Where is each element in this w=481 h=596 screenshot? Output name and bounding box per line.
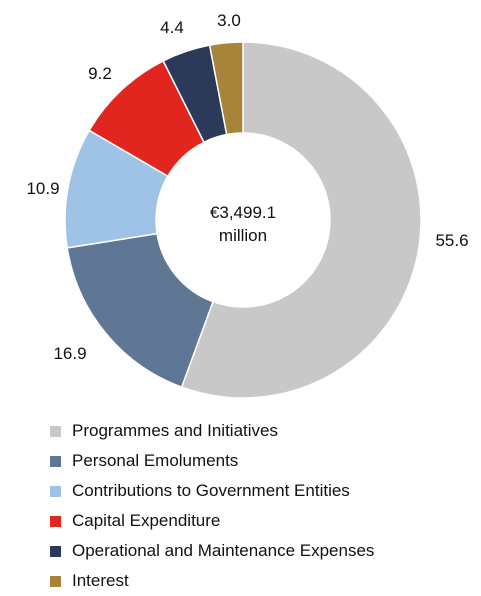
value-label-operational-and-maintenance-expenses: 4.4: [160, 18, 184, 37]
legend-label: Operational and Maintenance Expenses: [72, 541, 375, 560]
slice-personal-emoluments: [66, 232, 214, 389]
legend-label: Contributions to Government Entities: [72, 481, 350, 500]
legend-swatch: [50, 455, 61, 467]
legend-item-operational-and-maintenance-expenses: Operational and Maintenance Expenses: [48, 536, 374, 566]
slices-group: [64, 41, 422, 399]
center-label-line-1: €3,499.1: [210, 203, 276, 222]
legend-swatch: [50, 575, 61, 587]
legend-label: Capital Expenditure: [72, 511, 221, 530]
legend-label: Personal Emoluments: [72, 451, 239, 470]
legend-item-interest: Interest: [48, 566, 374, 596]
legend-label: Programmes and Initiatives: [72, 421, 278, 440]
legend: Programmes and Initiatives Personal Emolu…: [48, 416, 374, 596]
value-label-personal-emoluments: 16.9: [53, 344, 86, 363]
value-label-interest: 3.0: [217, 11, 241, 30]
legend-item-capital-expenditure: Capital Expenditure: [48, 506, 374, 536]
legend-item-personal-emoluments: Personal Emoluments: [48, 446, 374, 476]
legend-swatch: [50, 485, 61, 497]
legend-swatch: [50, 425, 61, 437]
donut-chart: 55.6 16.9 10.9 9.2 4.4 3.0 €3,499.1 million: [26, 11, 469, 399]
legend-label: Interest: [72, 571, 129, 590]
legend-swatch: [50, 515, 61, 527]
value-label-capital-expenditure: 9.2: [88, 64, 112, 83]
value-label-programmes-and-initiatives: 55.6: [435, 231, 468, 250]
legend-item-programmes-and-initiatives: Programmes and Initiatives: [48, 416, 374, 446]
value-labels-group: 55.6 16.9 10.9 9.2 4.4 3.0: [26, 11, 468, 363]
slice-programmes-and-initiatives: [180, 41, 422, 399]
legend-item-contributions-to-government-entities: Contributions to Government Entities: [48, 476, 374, 506]
slice-interest: [208, 41, 244, 136]
center-label-line-2: million: [219, 226, 267, 245]
value-label-contributions-to-government-entities: 10.9: [26, 179, 59, 198]
legend-swatch: [50, 545, 61, 557]
